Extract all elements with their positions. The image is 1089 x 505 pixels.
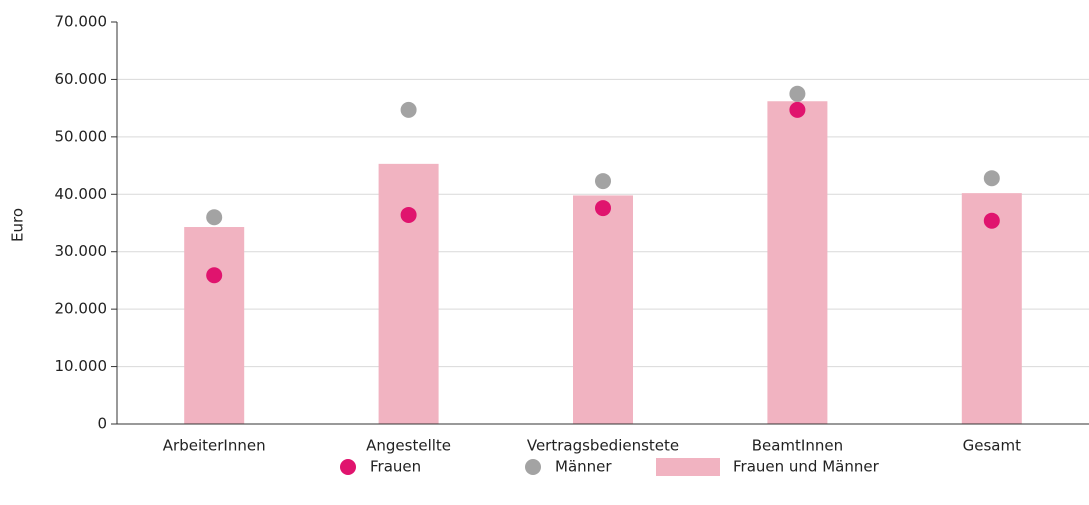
x-tick-label: Angestellte bbox=[366, 437, 451, 455]
dot bbox=[983, 170, 1000, 187]
y-tick-label: 40.000 bbox=[55, 185, 108, 203]
y-tick-label: 30.000 bbox=[55, 242, 108, 260]
dot bbox=[206, 209, 223, 226]
dot bbox=[595, 173, 611, 190]
x-tick-label: Vertragsbedienstete bbox=[527, 437, 679, 455]
dot bbox=[789, 101, 806, 118]
legend-swatch bbox=[656, 458, 720, 476]
dot bbox=[789, 85, 806, 102]
y-tick-label: 60.000 bbox=[55, 70, 108, 88]
x-tick-label: Gesamt bbox=[963, 437, 1021, 455]
dot bbox=[983, 212, 1000, 229]
x-tick-label: BeamtInnen bbox=[752, 437, 843, 455]
y-tick-label: 0 bbox=[97, 415, 107, 433]
y-tick-label: 20.000 bbox=[55, 300, 108, 318]
legend-swatch bbox=[340, 459, 356, 475]
dot bbox=[595, 200, 611, 217]
y-tick-label: 50.000 bbox=[55, 127, 108, 145]
legend-label: Männer bbox=[555, 458, 612, 476]
legend-label: Frauen und Männer bbox=[733, 458, 880, 476]
dot bbox=[400, 101, 417, 118]
bar bbox=[184, 227, 245, 424]
y-tick-label: 70.000 bbox=[55, 13, 108, 31]
y-tick-label: 10.000 bbox=[55, 357, 108, 375]
dot bbox=[206, 267, 223, 284]
bar bbox=[378, 163, 439, 424]
bar bbox=[767, 101, 828, 424]
legend-label: Frauen bbox=[370, 458, 421, 476]
bar bbox=[961, 193, 1022, 424]
x-tick-label: ArbeiterInnen bbox=[163, 437, 266, 455]
dot bbox=[400, 206, 417, 223]
bar bbox=[573, 195, 633, 424]
legend-swatch bbox=[525, 459, 541, 475]
y-axis-label: Euro bbox=[9, 208, 27, 242]
